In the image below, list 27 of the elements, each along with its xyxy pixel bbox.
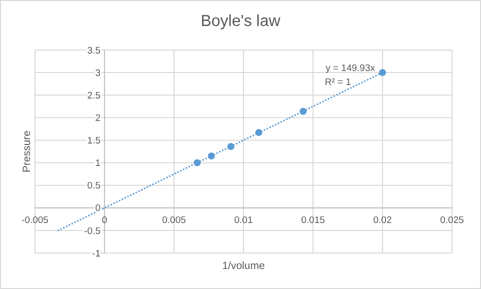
y-tick-label: -0.5	[84, 226, 100, 237]
x-tick-label: 0.01	[234, 214, 253, 226]
y-tick-label: 0.5	[87, 180, 100, 192]
chart-title: Boyle's law	[200, 13, 281, 30]
point	[227, 143, 234, 150]
y-tick-label: 2.5	[87, 90, 100, 102]
x-tick-label: 0.015	[301, 214, 325, 226]
y-tick-label: 3	[95, 68, 100, 79]
x-tick-label: 0.025	[440, 214, 464, 226]
x-tick-label: 0.02	[373, 214, 392, 226]
point	[379, 69, 386, 76]
y-tick-label: 1	[95, 158, 100, 170]
point	[208, 152, 215, 160]
y-tick-label: -1	[92, 248, 100, 260]
y-tick-label: 1.5	[87, 136, 100, 147]
point	[255, 129, 262, 136]
x-axis-title: 1/volume	[222, 260, 265, 272]
y-tick-label: 0	[95, 203, 100, 214]
point	[300, 108, 307, 115]
annotation: y = 149.93x	[326, 63, 376, 74]
y-tick-label: 3.5	[87, 45, 100, 56]
x-tick-label: 0.005	[162, 214, 186, 226]
y-axis-title: Pressure	[21, 130, 33, 173]
x-tick-label: -0.005	[22, 214, 48, 226]
point	[194, 159, 201, 166]
y-tick-label: 2	[95, 112, 100, 124]
annotation: R² = 1	[324, 77, 351, 88]
